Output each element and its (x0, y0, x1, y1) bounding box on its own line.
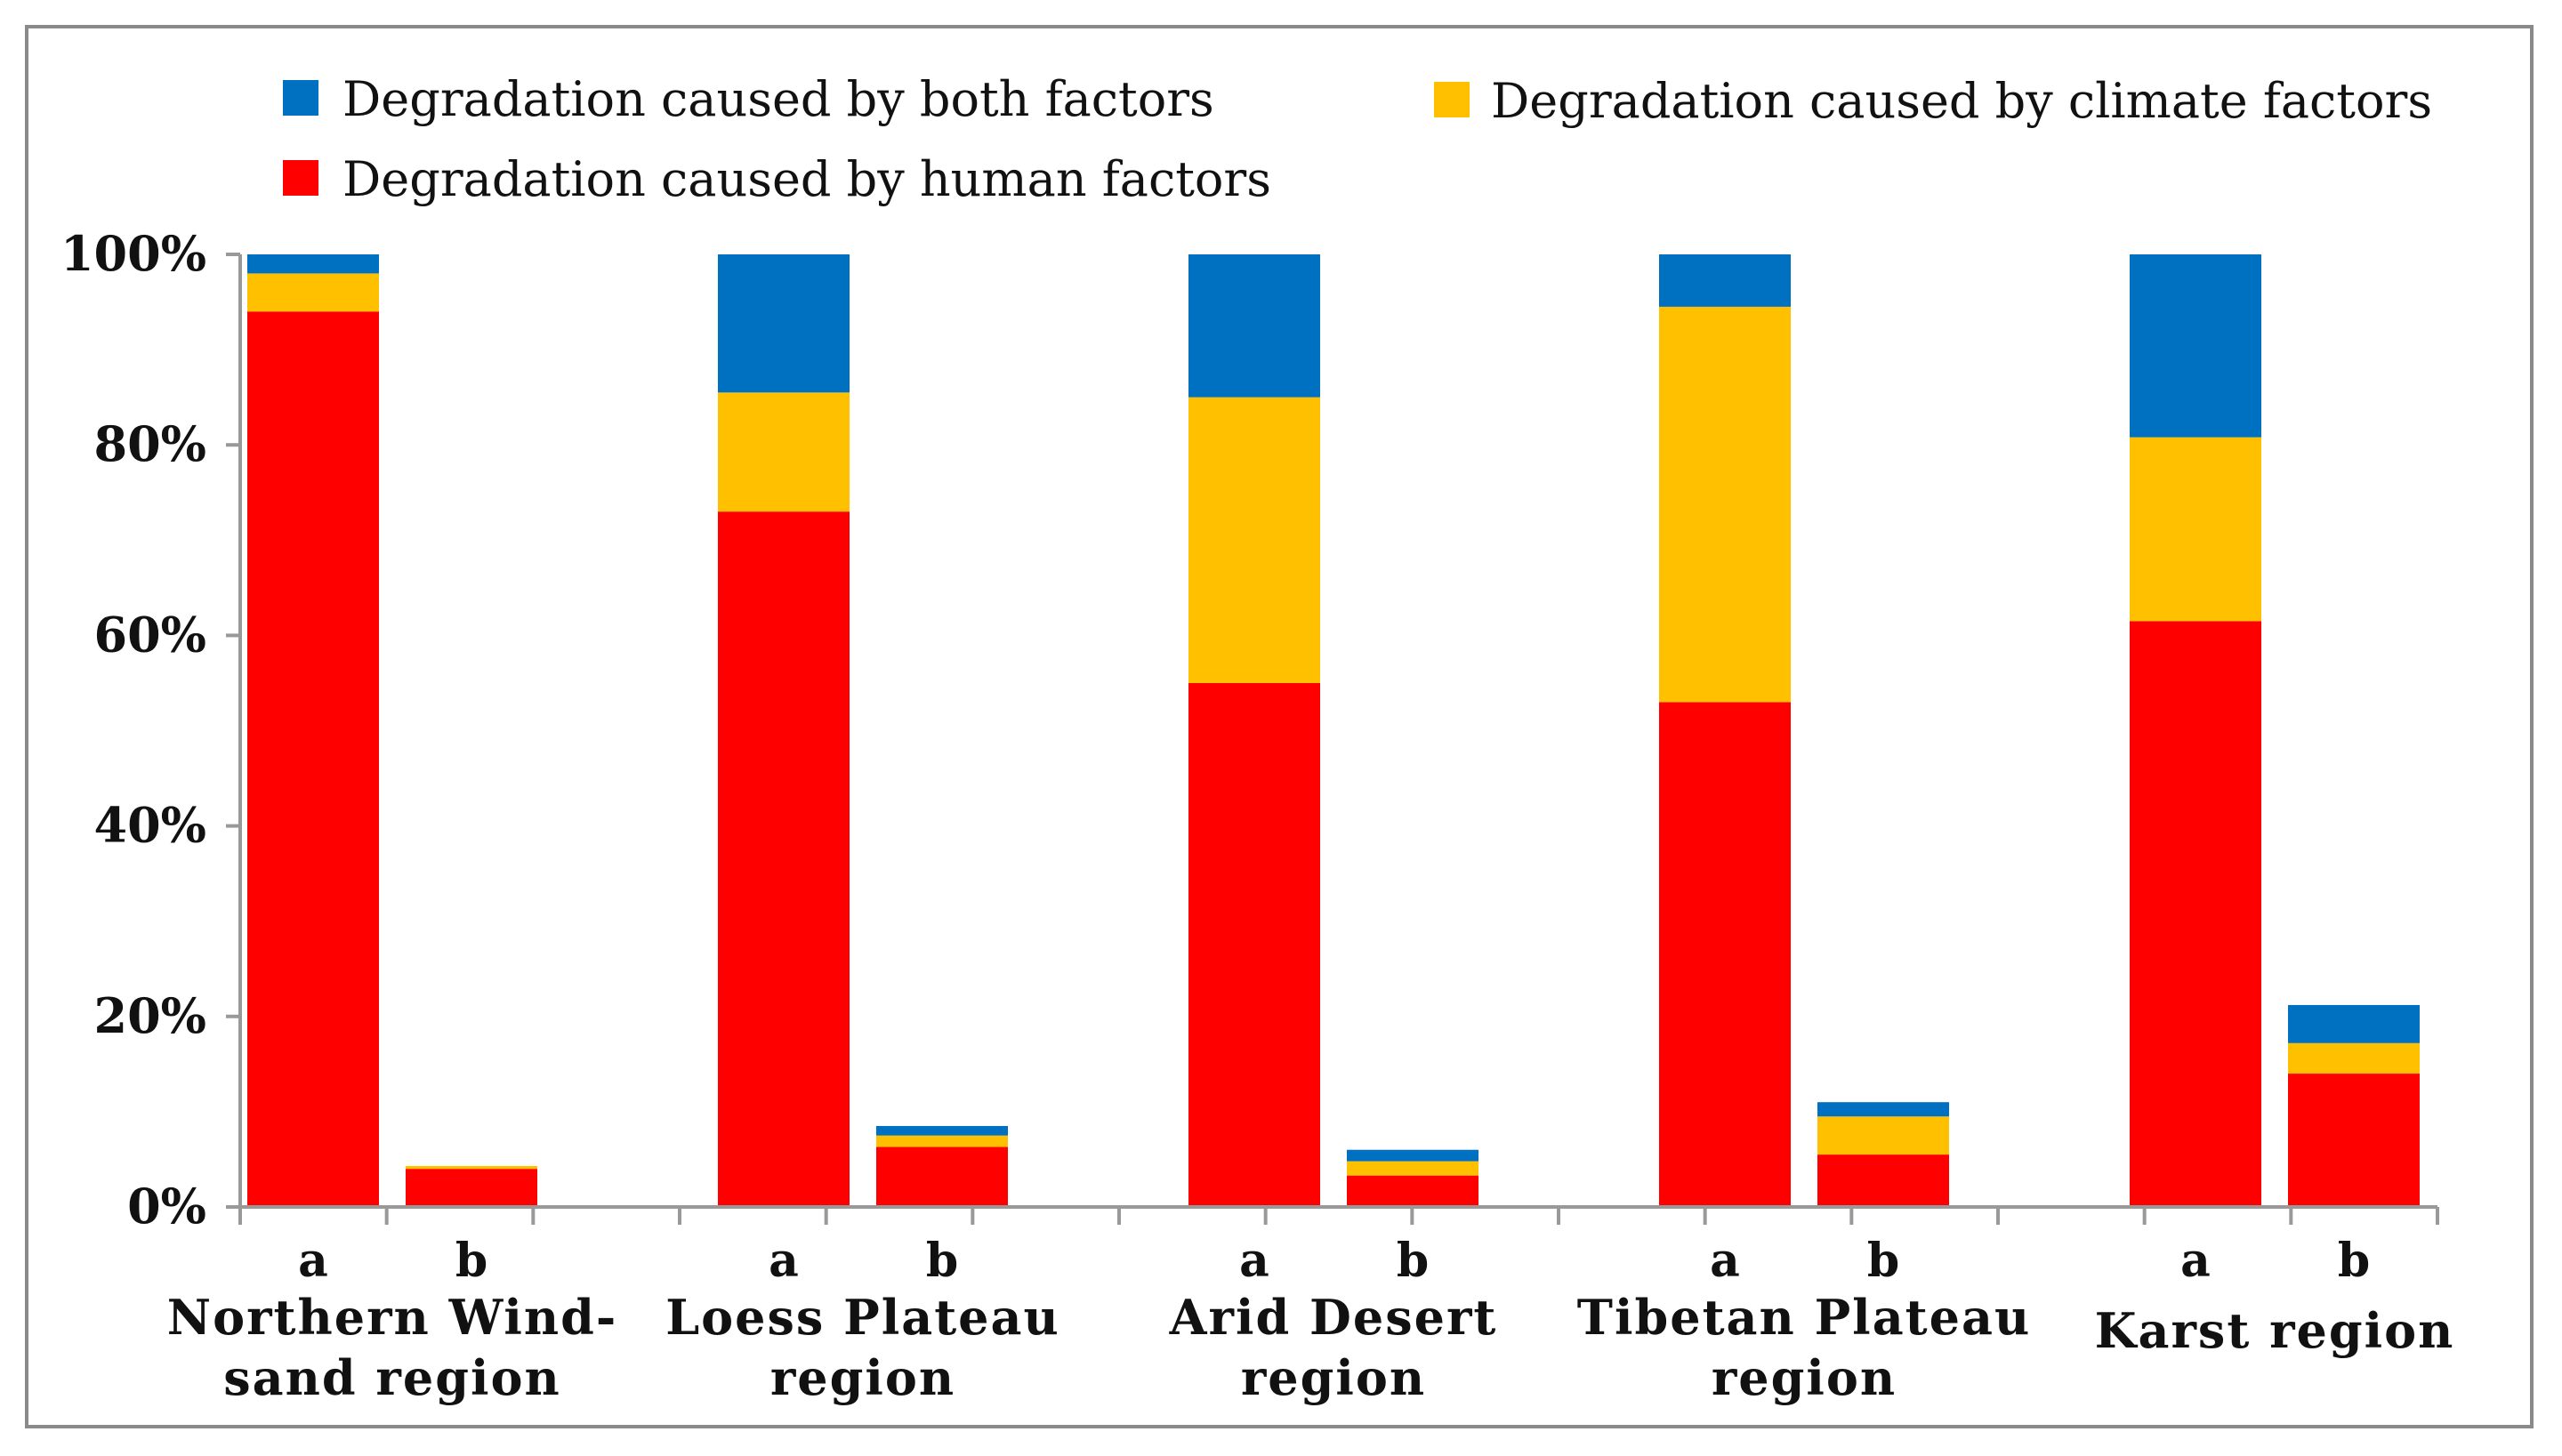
legend-label-human: Degradation caused by human factors (342, 151, 1271, 207)
x-group-label: sand region (223, 1349, 561, 1406)
legend-swatch-both (283, 80, 318, 116)
bar-segment-climate (718, 392, 850, 512)
legend-label-climate: Degradation caused by climate factors (1491, 73, 2432, 129)
x-group-label: Karst region (2095, 1302, 2455, 1359)
x-group-label: region (1241, 1349, 1426, 1406)
legend-swatch-climate (1434, 82, 1470, 117)
x-sub-label: a (769, 1234, 799, 1288)
bar-segment-both (1347, 1149, 1478, 1162)
bar-segment-climate (2288, 1042, 2420, 1074)
bar-segment-human (1188, 682, 1320, 1207)
bar-segment-human (406, 1169, 537, 1207)
bar-segment-both (1188, 254, 1320, 398)
bar-segment-climate (876, 1135, 1008, 1147)
bar-segment-climate (247, 273, 379, 312)
bar-segment-climate (1659, 306, 1791, 703)
bar-segment-both (2130, 254, 2261, 438)
x-group-label: Loess Plateau (665, 1289, 1060, 1346)
bar-segment-climate (2130, 437, 2261, 622)
y-tick-label: 100% (60, 225, 206, 282)
bar-segment-climate (406, 1165, 537, 1170)
y-axis: 0% 20% 40% 60% 80% 100% (60, 225, 242, 1235)
bar-segment-climate (1188, 397, 1320, 683)
x-group-label: region (1712, 1349, 1897, 1406)
bar-segment-both (718, 254, 850, 393)
legend-label-both: Degradation caused by both factors (342, 71, 1214, 127)
x-sub-label: a (298, 1234, 328, 1288)
x-sub-label: a (2180, 1234, 2211, 1288)
legend: Degradation caused by both factors Degra… (283, 71, 2432, 207)
y-tick-label: 40% (94, 797, 206, 854)
x-sub-label: b (926, 1234, 958, 1288)
y-tick-label: 60% (94, 606, 206, 663)
x-sub-label: b (1397, 1234, 1429, 1288)
x-sub-label: b (455, 1234, 487, 1288)
bar-segment-both (247, 254, 379, 274)
bar-segment-climate (1817, 1116, 1949, 1155)
bar-segment-human (1817, 1154, 1949, 1207)
x-sub-label: b (2338, 1234, 2370, 1288)
bar-segment-human (1347, 1175, 1478, 1207)
bar-segment-human (2288, 1074, 2420, 1207)
bar-segment-human (2130, 621, 2261, 1207)
x-sub-label: a (1239, 1234, 1269, 1288)
x-group-label: Arid Desert (1169, 1289, 1498, 1346)
bar-segment-human (1659, 702, 1791, 1207)
y-tick-label: 20% (94, 987, 206, 1044)
bar-segment-climate (1347, 1161, 1478, 1176)
bar-segment-human (718, 511, 850, 1207)
bar-segment-human (247, 311, 379, 1207)
x-sub-label: a (1710, 1234, 1740, 1288)
bar-segment-human (876, 1146, 1008, 1207)
x-group-label: Northern Wind- (167, 1289, 618, 1346)
bar-segment-both (1659, 254, 1791, 307)
bars (247, 254, 2420, 1207)
bar-segment-both (876, 1125, 1008, 1136)
x-sub-label: b (1867, 1234, 1899, 1288)
bar-segment-both (2288, 1004, 2420, 1043)
legend-swatch-human (283, 160, 318, 196)
x-group-label: Tibetan Plateau (1577, 1289, 2031, 1346)
y-tick-label: 0% (127, 1178, 206, 1235)
y-tick-label: 80% (94, 415, 206, 472)
bar-segment-both (1817, 1102, 1949, 1117)
x-group-label: region (770, 1349, 955, 1406)
